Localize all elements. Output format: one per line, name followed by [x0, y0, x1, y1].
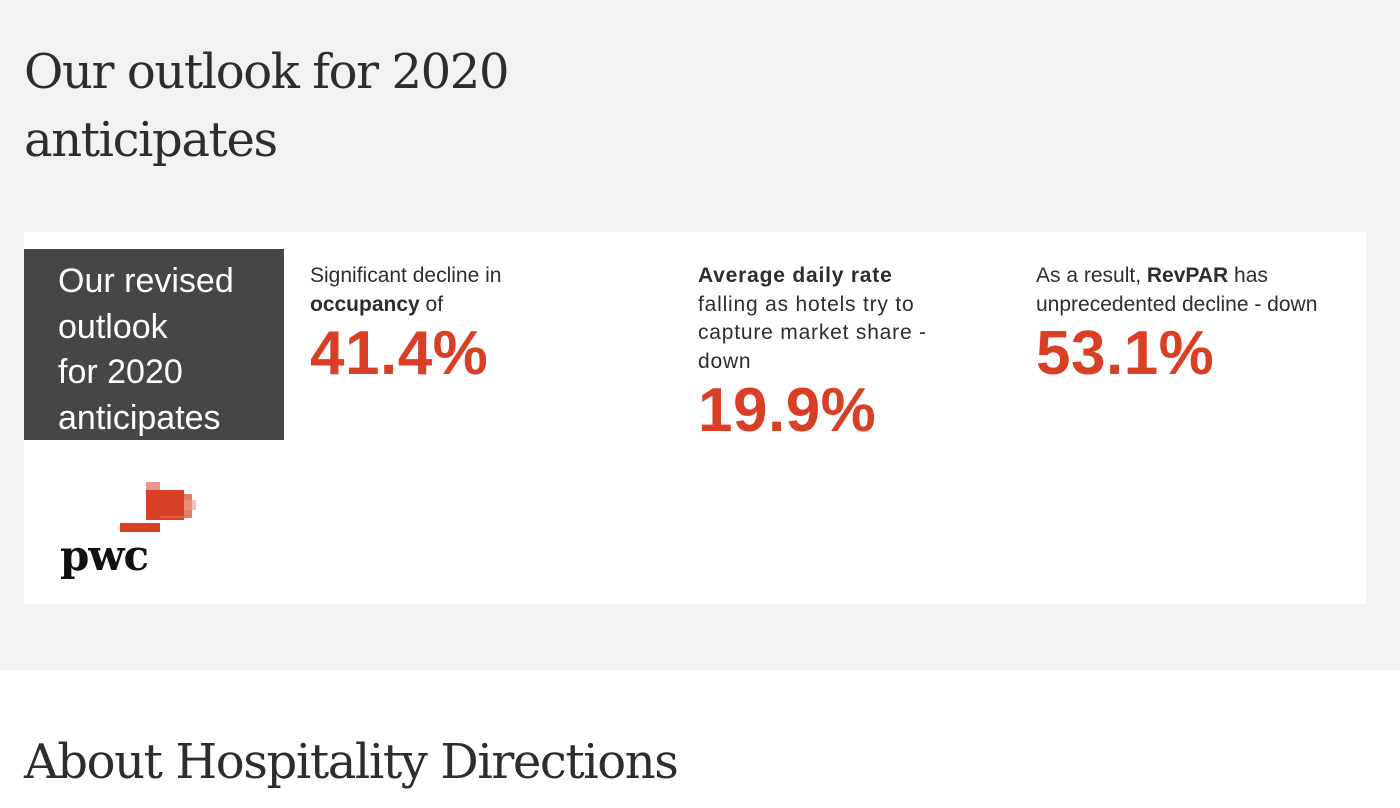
revised-box-line-1: Our revised	[58, 262, 234, 300]
revpar-bold-label: RevPAR	[1146, 264, 1229, 287]
adr-bold-label: Average daily rate	[698, 264, 893, 287]
revpar-text-after: has	[1228, 264, 1268, 287]
revised-outlook-box: Our revised outlook for 2020 anticipates	[24, 249, 284, 440]
adr-text-line-3: capture market share -	[698, 321, 927, 344]
revised-box-line-3: for 2020	[58, 353, 183, 391]
occupancy-bold-label: occupancy	[310, 292, 420, 316]
pwc-wordmark: pwc	[60, 531, 149, 580]
occupancy-text-after: of	[419, 292, 444, 316]
revpar-stat: As a result, RevPAR has unprecedented de…	[1036, 262, 1366, 385]
occupancy-stat: Significant decline in occupancy of 41.4…	[310, 262, 670, 385]
revised-box-line-2: outlook	[58, 307, 168, 346]
section-heading: Our outlook for 2020 anticipates	[24, 44, 509, 168]
outlook-section: Our outlook for 2020 anticipates Our rev…	[0, 0, 1400, 670]
revised-box-line-4: anticipates	[58, 398, 221, 437]
adr-text-line-4: down	[698, 349, 752, 373]
pwc-logo: pwc	[60, 480, 200, 590]
occupancy-text-line-1: Significant decline in	[310, 264, 502, 287]
adr-value: 19.9%	[698, 376, 877, 445]
revpar-text-before: As a result,	[1036, 264, 1147, 287]
revpar-text-line-2: unprecedented decline - down	[1036, 292, 1318, 316]
revpar-text-line-1: As a result, RevPAR has	[1036, 262, 1366, 291]
about-heading: About Hospitality Directions	[24, 734, 679, 790]
outlook-infographic: Our revised outlook for 2020 anticipates…	[24, 232, 1366, 604]
occupancy-value: 41.4%	[310, 319, 489, 388]
pwc-logo-icon	[120, 482, 196, 532]
adr-text-line-2: falling as hotels try to	[698, 292, 915, 316]
revpar-value: 53.1%	[1036, 319, 1215, 388]
occupancy-text-line-2: occupancy of	[310, 291, 670, 320]
adr-stat: Average daily rate falling as hotels try…	[698, 262, 998, 442]
